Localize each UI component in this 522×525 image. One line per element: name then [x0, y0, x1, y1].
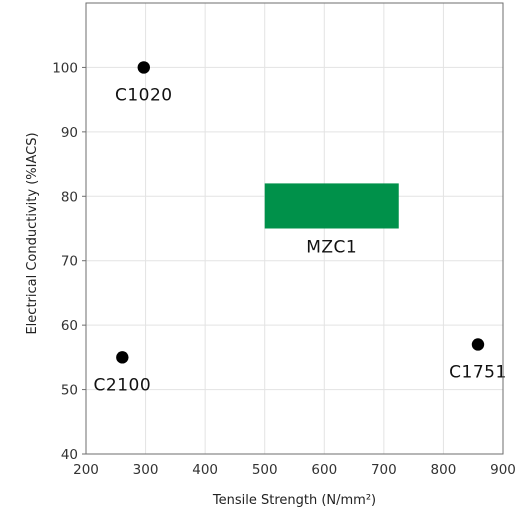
point-c2100	[116, 351, 129, 364]
points: C1020 C2100 C1751	[94, 61, 507, 395]
x-tick-label: 300	[133, 462, 159, 478]
region-label: MZC1	[306, 238, 357, 258]
x-tick-label: 200	[73, 462, 99, 478]
point-label: C2100	[94, 375, 152, 395]
x-tick-label: 700	[371, 462, 397, 478]
y-tick-label: 70	[61, 254, 78, 270]
x-tick-label: 900	[490, 462, 516, 478]
point-label: C1751	[449, 362, 507, 382]
x-tick-label: 800	[431, 462, 457, 478]
point-c1020	[137, 61, 150, 74]
y-axis-label: Electrical Conductivity (%IACS)	[25, 132, 40, 334]
region-mzc1	[264, 183, 399, 229]
x-tick-label: 600	[311, 462, 337, 478]
x-axis-label: Tensile Strength (N/mm²)	[212, 493, 376, 508]
y-tick-label: 50	[61, 383, 78, 399]
y-tick-label: 80	[61, 189, 78, 205]
x-tick-labels: 200 300 400 500 600 700 800 900	[73, 462, 516, 478]
x-tick-label: 400	[192, 462, 218, 478]
y-tick-label: 60	[61, 318, 78, 334]
regions: MZC1	[264, 183, 399, 258]
y-tick-label: 90	[61, 125, 78, 141]
point-c1751	[471, 338, 485, 351]
y-tick-label: 100	[52, 60, 78, 76]
plot-frame	[85, 2, 504, 455]
y-tick-labels: 40 50 60 70 80 90 100	[52, 60, 86, 463]
point-label: C1020	[115, 85, 173, 105]
x-tick-label: 500	[252, 462, 278, 478]
y-tick-label: 40	[61, 447, 78, 463]
